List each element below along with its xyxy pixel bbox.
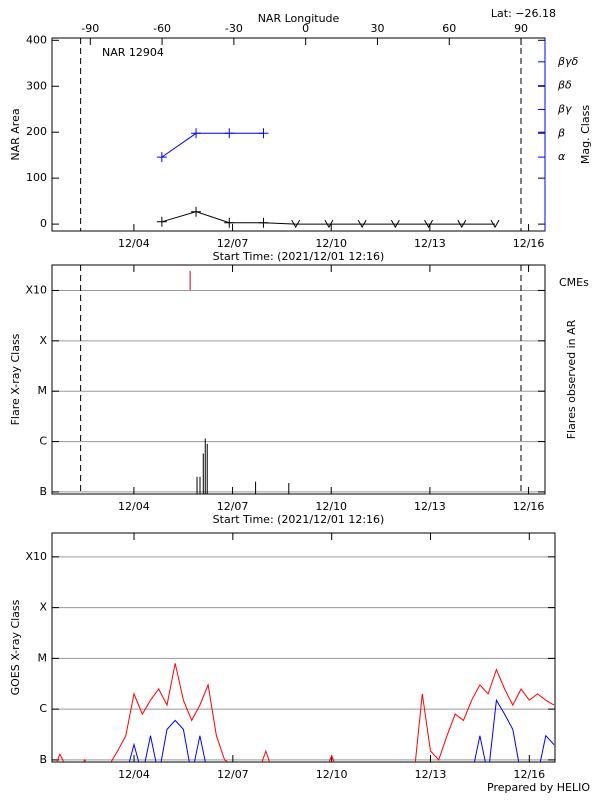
marker [156, 152, 167, 163]
frame [51, 37, 546, 232]
x-tick-label: 12/13 [415, 768, 447, 781]
y-tick-label: M [38, 651, 48, 664]
y2-tick-label: β [557, 126, 565, 139]
x-tick-label: 12/16 [513, 500, 545, 513]
x-tick-label: 12/07 [217, 237, 249, 250]
x-tick-label: 12/07 [217, 500, 249, 513]
x-tick-label: 12/04 [118, 768, 150, 781]
frame [51, 264, 546, 495]
y-tick-label: X [39, 601, 47, 614]
y-tick-label: X [39, 334, 47, 347]
y-tick-label: 300 [26, 79, 47, 92]
marker [357, 219, 367, 229]
x-tick-label: 12/13 [414, 237, 446, 250]
y-tick-label: B [39, 485, 47, 498]
y2-tick-label: βγδ [557, 55, 579, 68]
series-line [161, 211, 495, 225]
series-line [56, 663, 555, 762]
annotation: Lat: −26.18 [491, 7, 556, 20]
series-line [128, 698, 555, 762]
x-tick-label: 12/10 [316, 768, 348, 781]
x-tick-label: 12/07 [217, 768, 249, 781]
y2-axis-label: Flares observed in AR [565, 319, 578, 439]
x-tick-label: 12/16 [513, 768, 545, 781]
y-axis-label: GOES X-ray Class [9, 599, 22, 695]
x-tick-label: 12/04 [118, 237, 150, 250]
y2-tick-label: α [558, 150, 566, 163]
marker [191, 206, 202, 217]
marker [424, 219, 434, 229]
y2-axis-label: Mag. Class [579, 105, 592, 164]
marker [258, 217, 269, 228]
y-tick-label: X10 [25, 550, 47, 563]
footer: Prepared by HELIO [487, 781, 590, 794]
y2-tick-label: βγ [557, 102, 572, 115]
x-tick-label: 12/16 [513, 237, 545, 250]
x2-tick-label: -60 [153, 22, 171, 35]
y-tick-label: M [38, 384, 48, 397]
cme-label: CMEs [559, 276, 589, 289]
x2-axis-label: NAR Longitude [258, 12, 340, 25]
y-tick-label: 0 [40, 217, 47, 230]
y-tick-label: C [39, 435, 47, 448]
marker [156, 216, 167, 227]
y-axis-label: Flare X-ray Class [9, 333, 22, 425]
y-tick-label: X10 [25, 283, 47, 296]
marker [224, 217, 235, 228]
y-tick-label: B [39, 753, 47, 766]
y2-tick-label: βδ [557, 79, 572, 92]
marker [457, 219, 467, 229]
x-tick-label: 12/13 [414, 500, 446, 513]
x-tick-label: 12/04 [118, 500, 150, 513]
y-tick-label: 400 [26, 33, 47, 46]
x-tick-label: 12/10 [315, 237, 347, 250]
y-tick-label: C [39, 702, 47, 715]
series-line [161, 132, 264, 158]
y-tick-label: 200 [26, 125, 47, 138]
x-axis-label: Start Time: (2021/12/01 12:16) [213, 250, 385, 263]
marker [258, 128, 269, 139]
marker [191, 128, 202, 139]
x2-tick-label: -30 [225, 22, 243, 35]
chart-title: NAR 12904 [102, 46, 164, 59]
marker [490, 219, 500, 229]
marker [324, 219, 334, 229]
x2-tick-label: 0 [302, 22, 309, 35]
x2-tick-label: 30 [370, 22, 384, 35]
x2-tick-label: 60 [442, 22, 456, 35]
y-axis-label: NAR Area [9, 108, 22, 160]
frame [51, 532, 556, 763]
x-axis-label: Start Time: (2021/12/01 12:16) [213, 513, 385, 526]
marker [390, 219, 400, 229]
x2-tick-label: 90 [514, 22, 528, 35]
y-tick-label: 100 [26, 171, 47, 184]
x2-tick-label: -90 [81, 22, 99, 35]
x-tick-label: 12/10 [315, 500, 347, 513]
marker [224, 128, 235, 139]
marker [291, 219, 301, 229]
